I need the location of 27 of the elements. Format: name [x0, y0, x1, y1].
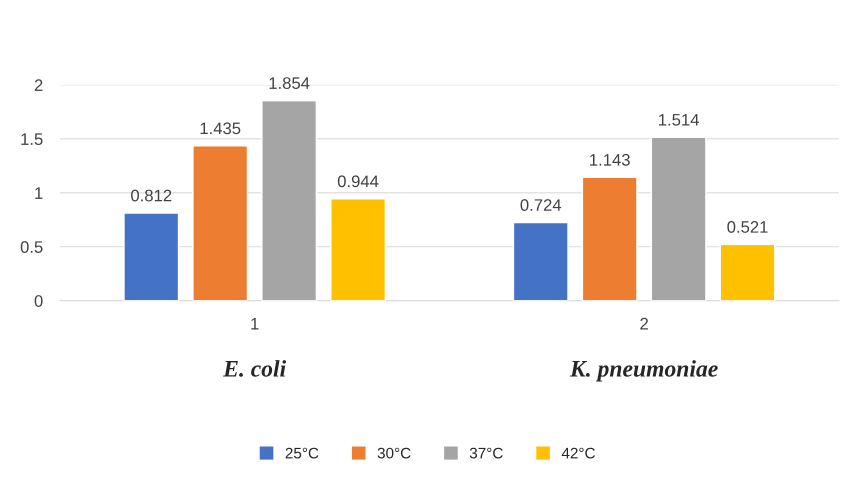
bar [650, 136, 707, 301]
data-label: 1.435 [200, 122, 240, 134]
y-tick-label: 0.5 [20, 241, 43, 253]
text: E. coli [223, 360, 286, 377]
data-label: 1.514 [659, 114, 699, 126]
bar [512, 222, 569, 301]
bar [582, 176, 638, 301]
bar [261, 100, 318, 301]
bar [330, 198, 386, 301]
y-tick-label: 1 [35, 187, 42, 199]
data-label: 0.944 [338, 175, 378, 188]
data-label: 0.812 [131, 190, 172, 202]
data-label: 0.724 [520, 199, 562, 211]
legend-label: 25°C [286, 448, 318, 459]
bar [720, 244, 776, 301]
y-tick-label: 2 [34, 79, 42, 91]
legend-label: 42°C [562, 448, 595, 459]
y-tick-label: 1.5 [21, 133, 43, 146]
data-label: 1.143 [590, 154, 630, 166]
text: K. pneumoniae [570, 360, 718, 382]
bar [123, 212, 180, 301]
legend-label: 37°C [470, 448, 503, 459]
bar [192, 145, 248, 301]
data-label: 0.521 [727, 221, 768, 233]
data-label: 1.854 [270, 77, 310, 90]
legend-label: 30°C [378, 448, 411, 459]
y-tick-label: 0 [34, 295, 43, 307]
